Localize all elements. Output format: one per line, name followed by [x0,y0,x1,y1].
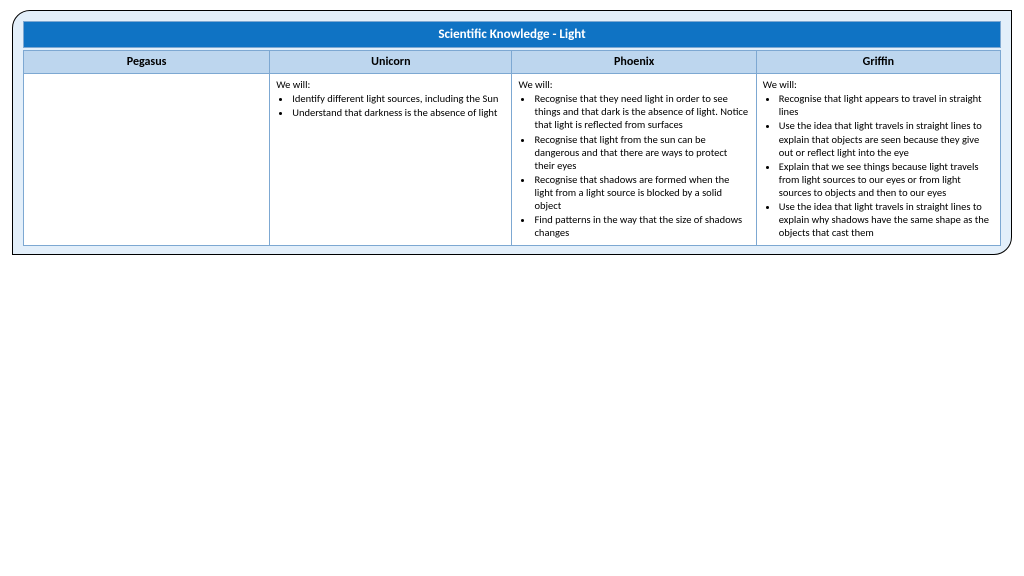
title-bar: Scientific Knowledge - Light [23,21,1001,48]
list-item: Use the idea that light travels in strai… [779,119,994,158]
griffin-list: Recognise that light appears to travel i… [763,92,994,239]
header-row: Pegasus Unicorn Phoenix Griffin [24,51,1001,74]
list-item: Recognise that shadows are formed when t… [534,173,749,212]
list-item: Use the idea that light travels in strai… [779,200,994,239]
list-item: Recognise that they need light in order … [534,92,749,131]
list-item: Identify different light sources, includ… [292,92,505,105]
col-header-phoenix: Phoenix [512,51,756,74]
list-item: Find patterns in the way that the size o… [534,213,749,239]
content-frame: Scientific Knowledge - Light Pegasus Uni… [12,10,1012,255]
knowledge-table: Pegasus Unicorn Phoenix Griffin We will:… [23,50,1001,246]
cell-pegasus [24,74,270,246]
content-row: We will: Identify different light source… [24,74,1001,246]
unicorn-list: Identify different light sources, includ… [276,92,505,119]
intro-text: We will: [518,78,749,91]
cell-unicorn: We will: Identify different light source… [270,74,512,246]
list-item: Recognise that light from the sun can be… [534,133,749,172]
list-item: Explain that we see things because light… [779,160,994,199]
intro-text: We will: [763,78,994,91]
col-header-unicorn: Unicorn [270,51,512,74]
list-item: Recognise that light appears to travel i… [779,92,994,118]
col-header-griffin: Griffin [756,51,1000,74]
cell-phoenix: We will: Recognise that they need light … [512,74,756,246]
phoenix-list: Recognise that they need light in order … [518,92,749,239]
cell-griffin: We will: Recognise that light appears to… [756,74,1000,246]
col-header-pegasus: Pegasus [24,51,270,74]
intro-text: We will: [276,78,505,91]
list-item: Understand that darkness is the absence … [292,106,505,119]
